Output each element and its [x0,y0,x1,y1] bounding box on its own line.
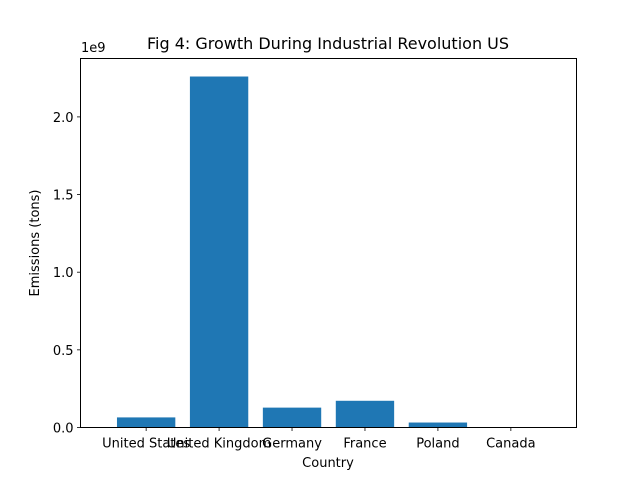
bar-france [336,401,394,428]
plot-frame [81,59,577,428]
chart-title: Fig 4: Growth During Industrial Revoluti… [147,34,509,53]
x-tick-label: Canada [486,437,535,452]
y-axis-offset-text: 1e9 [81,41,106,56]
x-tick-label: France [343,437,386,452]
y-axis-ticks: 0.0 0.5 1.0 1.5 2.0 [53,111,81,437]
bar-united-kingdom [190,77,248,428]
x-tick-label: United Kingdom [167,437,271,452]
bar-united-states [117,417,175,427]
x-tick-label: Poland [416,437,459,452]
bar-poland [409,423,467,428]
y-tick-label: 0.5 [53,344,74,359]
y-tick-label: 0.0 [53,422,74,437]
y-axis-label: Emissions (tons) [28,190,43,297]
y-tick-label: 2.0 [53,111,74,126]
y-tick-label: 1.0 [53,266,74,281]
x-tick-label: Germany [262,437,322,452]
y-tick-label: 1.5 [53,189,74,204]
bar-germany [263,408,321,428]
bar-group [117,77,540,428]
x-axis-label: Country [302,456,354,471]
